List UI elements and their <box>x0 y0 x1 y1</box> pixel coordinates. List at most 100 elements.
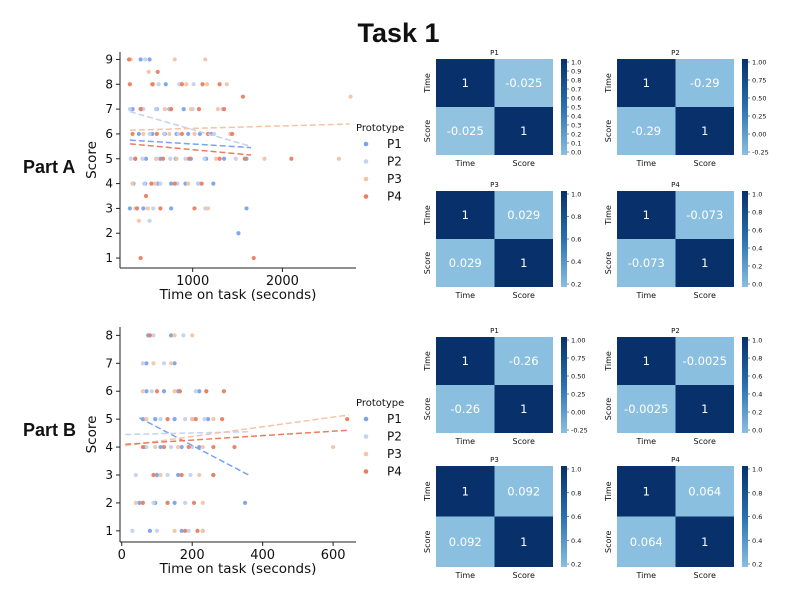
heatmap-cell <box>494 107 553 155</box>
y-axis-label: Score <box>84 141 100 179</box>
colorbar-tick-label: 0.1 <box>571 140 581 148</box>
data-point-p4 <box>221 389 227 394</box>
data-point-p4 <box>242 156 247 161</box>
heatmap-b-p3: P3 1 0.092 0.092 1 Time Score Time Score 1.0 0.8 0.… <box>423 456 581 580</box>
data-point-p2 <box>151 500 156 506</box>
data-point-p1 <box>169 181 174 186</box>
data-point-p3 <box>152 181 158 186</box>
colorbar-tick-label: 0.75 <box>752 77 766 85</box>
data-point-p2 <box>190 444 195 450</box>
data-point-p1 <box>144 361 149 366</box>
heatmap-row-label: Time <box>423 351 432 372</box>
data-point-p4 <box>183 528 188 533</box>
data-point-p3 <box>153 444 158 450</box>
data-point-p2 <box>191 82 196 87</box>
colorbar-tick-label: 1.0 <box>571 191 581 199</box>
data-point-p3 <box>184 82 189 87</box>
colorbar-tick-label: 0.2 <box>752 561 762 569</box>
heatmap-cell-value: -0.0025 <box>683 354 727 368</box>
colorbar-tick-label: 0.2 <box>752 263 762 271</box>
legend-marker-p4 <box>363 469 369 474</box>
data-point-p2 <box>183 500 188 506</box>
heatmap-cell-value: 1 <box>701 256 708 270</box>
data-point-p4 <box>150 82 155 87</box>
heatmap-cell-value: -0.29 <box>690 76 720 90</box>
colorbar-tick-label: 0.25 <box>752 113 766 121</box>
colorbar-tick-label: 0.6 <box>752 513 762 521</box>
data-point-p4 <box>172 181 177 186</box>
colorbar <box>742 337 748 433</box>
colorbar-tick-label: 0.6 <box>571 236 581 244</box>
colorbar-tick-label: 0.6 <box>571 513 581 521</box>
colorbar-tick-label: 1.00 <box>752 59 766 67</box>
data-point-p4 <box>133 156 138 161</box>
heatmap-cell <box>436 466 495 517</box>
heatmap-cell <box>494 239 553 287</box>
heatmap-cell <box>617 385 676 433</box>
legend-marker-p4 <box>363 194 369 199</box>
colorbar-tick-label: 0.75 <box>571 355 585 363</box>
heatmap-cell <box>436 239 495 287</box>
data-point-p3 <box>197 472 202 478</box>
heatmap-cell-value: 1 <box>643 76 650 90</box>
data-point-p2 <box>127 107 132 112</box>
colorbar-tick-label: 0.8 <box>571 489 581 497</box>
heatmap-cell-value: 1 <box>701 402 708 416</box>
heatmap-row-label: Score <box>604 398 613 420</box>
data-point-p3 <box>213 156 219 161</box>
data-point-p3 <box>200 444 205 450</box>
heatmap-cell-value: 1 <box>462 76 469 90</box>
colorbar-tick-label: 0.8 <box>752 489 762 497</box>
colorbar-tick-label: 0.3 <box>571 122 581 130</box>
data-point-p4 <box>186 444 191 450</box>
data-point-p4 <box>165 500 170 506</box>
heatmap-cell <box>675 466 734 517</box>
data-point-p4 <box>186 156 192 161</box>
data-point-p2 <box>140 361 145 366</box>
data-point-p3 <box>205 206 211 211</box>
heatmap-row-label: Score <box>423 530 432 552</box>
data-point-p4 <box>179 472 184 478</box>
colorbar-tick-label: 1.00 <box>571 337 585 345</box>
data-point-p3 <box>133 500 138 506</box>
heatmap-cell <box>675 59 734 107</box>
data-point-p1 <box>197 389 202 394</box>
data-point-p2 <box>181 333 186 338</box>
data-point-p4 <box>140 500 145 506</box>
colorbar-tick-label: 0.8 <box>571 213 581 221</box>
heatmap-title: P2 <box>671 49 680 57</box>
data-point-p4 <box>345 417 350 422</box>
heatmap-cell <box>494 59 553 107</box>
data-point-p1 <box>172 417 177 422</box>
heatmap-cell <box>436 107 495 155</box>
data-point-p2 <box>147 131 152 137</box>
heatmap-cell-value: -0.073 <box>686 208 723 222</box>
x-axis-label: Time on task (seconds) <box>159 561 317 577</box>
heatmap-cell-value: 1 <box>643 354 650 368</box>
heatmap-a-p1: P1 1 -0.025 -0.025 1 Time Score Time Score 1.00.9… <box>423 49 581 168</box>
data-point-p4 <box>191 500 197 506</box>
data-point-p4 <box>289 156 294 161</box>
colorbar-tick-label: 0.00 <box>571 409 585 417</box>
heatmap-row-label: Time <box>604 73 613 94</box>
data-point-p1 <box>153 417 158 422</box>
data-point-p1 <box>176 472 181 478</box>
heatmap-title: P4 <box>671 456 680 464</box>
heatmap-col-label: Score <box>513 159 535 168</box>
colorbar-tick-label: -0.25 <box>571 427 588 435</box>
data-point-p4 <box>140 444 145 450</box>
data-point-p3 <box>167 131 172 137</box>
data-point-p2 <box>158 181 163 186</box>
data-point-p2 <box>156 82 161 87</box>
heatmap-cell-value: 1 <box>643 208 650 222</box>
y-tick-label: 8 <box>105 328 113 342</box>
data-point-p1 <box>211 181 216 186</box>
heatmap-a-p3: P3 1 0.029 0.029 1 Time Score Time Score 1.0 0.8 0.… <box>423 181 581 300</box>
data-point-p2 <box>188 472 193 478</box>
data-point-p2 <box>183 156 188 161</box>
y-axis-label: Score <box>84 416 100 454</box>
data-point-p4 <box>158 206 163 211</box>
trend-line-p3 <box>129 123 350 131</box>
heatmap-a-p2: P2 1 -0.29 -0.29 1 Time Score Time Score 1.00 0.75… <box>604 49 769 168</box>
data-point-p1 <box>147 57 152 62</box>
